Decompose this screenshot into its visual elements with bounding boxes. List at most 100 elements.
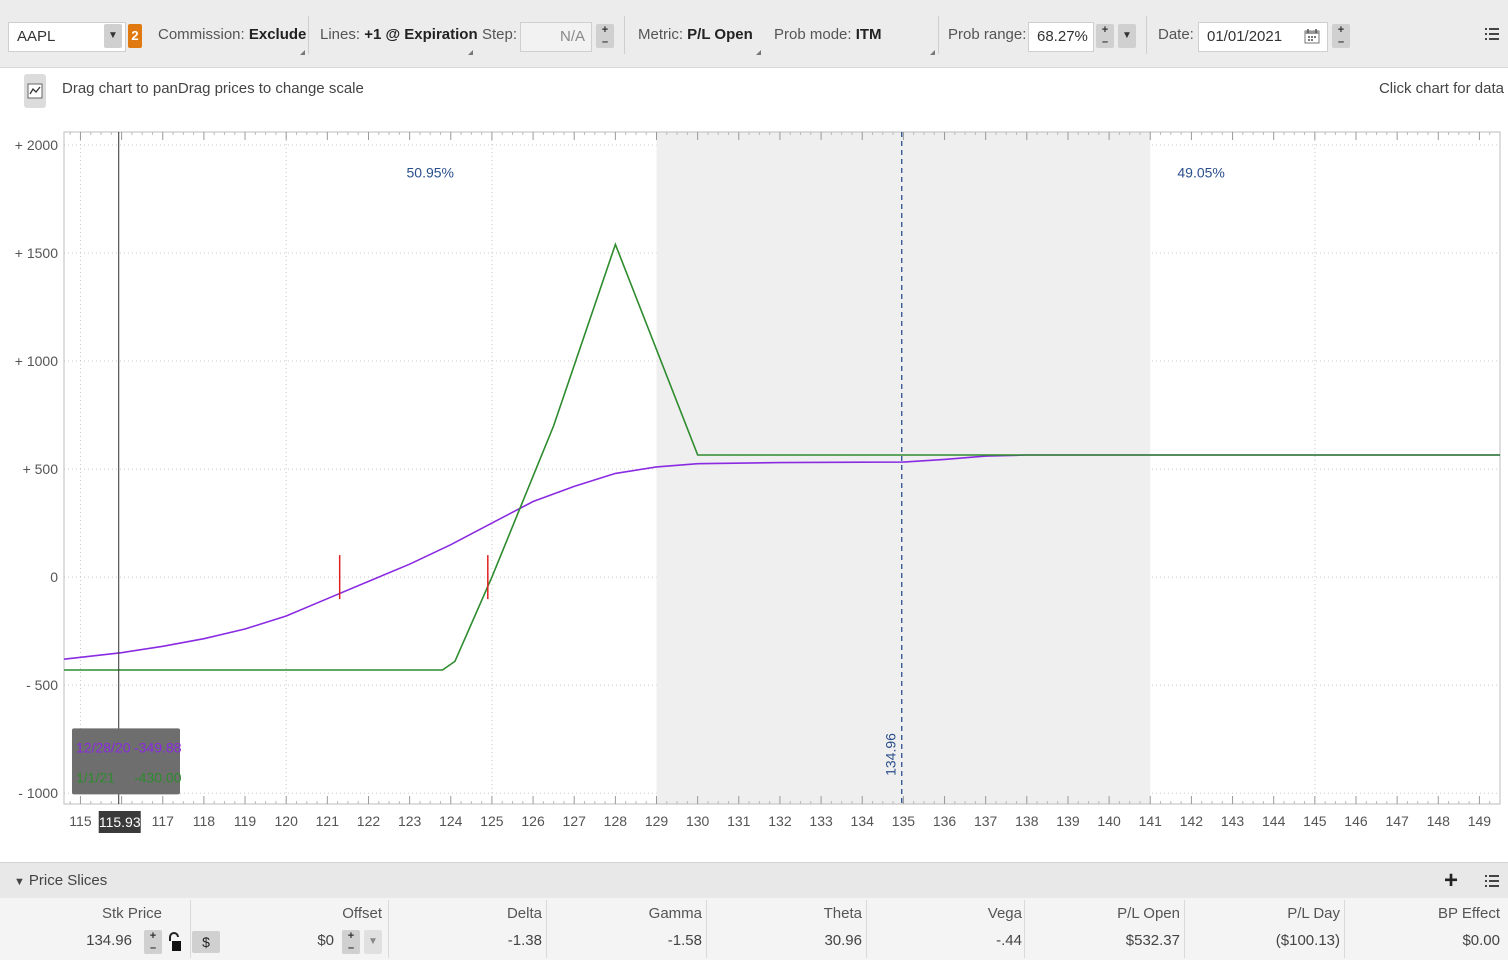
- calendar-icon[interactable]: [1304, 28, 1320, 44]
- plot-border: [63, 131, 1501, 805]
- prob-left-label: 50.95%: [407, 164, 454, 180]
- y-tick-label: - 1000: [18, 785, 58, 801]
- chart-markers: [118, 132, 903, 804]
- x-tick-label: 139: [1056, 813, 1080, 829]
- cursor-price-tag-label: 115.93: [99, 814, 141, 830]
- slices-menu-icon[interactable]: [1484, 873, 1500, 889]
- x-tick-label: 117: [152, 813, 175, 829]
- x-tick-label: 129: [645, 813, 669, 829]
- chart-labels: 134.96 115.93 12/28/20 -349.88 1/1/21 -430.00…: [72, 164, 1225, 833]
- prob-range-label: Prob range:: [948, 26, 1027, 43]
- chart-line-icon: [27, 83, 43, 99]
- x-tick-label: 149: [1468, 813, 1492, 829]
- x-tick-label: 125: [480, 813, 504, 829]
- prob-mode-selector[interactable]: Prob mode: ITM: [774, 26, 882, 43]
- cursor-readout-value: -349.88: [134, 739, 182, 755]
- x-tick-label: 123: [398, 813, 422, 829]
- symbol-value: AAPL: [17, 28, 56, 45]
- y-tick-label: - 500: [26, 677, 58, 693]
- y-tick-label: + 2000: [15, 137, 58, 153]
- date-spinner[interactable]: + –: [1332, 24, 1350, 48]
- cursor-readout-date: 12/28/20: [76, 739, 131, 755]
- pl-expiration-line: [64, 242, 1500, 671]
- x-tick-label: 147: [1385, 813, 1409, 829]
- toolbar-menu-icon[interactable]: [1484, 26, 1500, 42]
- y-tick-label: 0: [50, 569, 58, 585]
- y-tick-label: + 500: [23, 461, 59, 477]
- prob-range-spinner[interactable]: + –: [1096, 24, 1114, 48]
- y-tick-label: + 1000: [15, 353, 58, 369]
- slice-offset-value[interactable]: $0: [317, 932, 334, 949]
- col-header-pl-day: P/L Day: [1287, 905, 1340, 922]
- prob-range-dropdown-button[interactable]: ▼: [1118, 24, 1136, 48]
- chevron-down-icon: ▼: [14, 876, 25, 888]
- commission-menu-indicator: [300, 50, 305, 55]
- cursor-price-tag: [98, 811, 141, 833]
- prob-range-input[interactable]: 68.27%: [1028, 22, 1094, 52]
- col-header-offset: Offset: [342, 905, 382, 922]
- x-tick-label: 124: [439, 813, 463, 829]
- step-input: N/A: [520, 22, 592, 52]
- x-tick-label: 145: [1303, 813, 1327, 829]
- slice-bp-effect-value: $0.00: [1462, 932, 1500, 949]
- chart-hint-left: Drag chart to panDrag prices to change s…: [62, 80, 364, 97]
- x-tick-label: 131: [727, 813, 751, 829]
- x-tick-label: 122: [357, 813, 381, 829]
- x-tick-label: 136: [933, 813, 957, 829]
- col-header-delta: Delta: [506, 905, 542, 922]
- add-slice-button[interactable]: +: [1444, 867, 1459, 894]
- currency-mode-button[interactable]: $: [192, 931, 220, 953]
- prob-band-rect: [656, 132, 1151, 804]
- x-tick-label: 121: [316, 813, 340, 829]
- x-tick-label: 142: [1180, 813, 1204, 829]
- stk-price-spinner[interactable]: + –: [144, 930, 162, 954]
- x-tick-label: 135: [892, 813, 916, 829]
- chart-mode-button[interactable]: [24, 74, 46, 108]
- slice-stk-price-value[interactable]: 134.96: [86, 932, 132, 949]
- metric-selector[interactable]: Metric: P/L Open: [638, 26, 753, 43]
- col-header-stk-price: Stk Price: [101, 905, 162, 922]
- symbol-group-badge[interactable]: 2: [128, 24, 142, 48]
- x-tick-label: 143: [1221, 813, 1245, 829]
- y-tick-label: + 1500: [15, 245, 58, 261]
- x-tick-label: 128: [604, 813, 628, 829]
- lock-icon[interactable]: [166, 931, 182, 953]
- commission-selector[interactable]: Commission: Exclude: [158, 26, 307, 43]
- chart-series: [63, 242, 1500, 671]
- slice-pl-open-value: $532.37: [1125, 932, 1180, 949]
- chart-hint-right[interactable]: Click chart for data: [1378, 80, 1504, 97]
- x-tick-label: 140: [1097, 813, 1121, 829]
- col-header-theta: Theta: [823, 905, 862, 922]
- prob-right-label: 49.05%: [1177, 164, 1224, 180]
- cursor-readout-value: -430.00: [134, 769, 182, 785]
- x-tick-label: 119: [234, 813, 257, 829]
- x-tick-label: 115: [69, 813, 92, 829]
- x-tick-label: 137: [974, 813, 998, 829]
- pl-day-line: [63, 454, 1500, 660]
- offset-dropdown-button[interactable]: ▼: [364, 930, 382, 954]
- price-slices-header[interactable]: ▼ Price Slices +: [0, 862, 1508, 898]
- date-label: Date:: [1158, 26, 1194, 43]
- lines-selector[interactable]: Lines: +1 @ Expiration: [320, 26, 478, 43]
- probability-band: [656, 132, 1151, 804]
- chart-axes: + 2000 + 1500 + 1000 + 500 0 - 500 - 1000 115 11…: [15, 131, 1501, 829]
- toolbar: AAPL ▼ 2 Commission: Exclude Lines: +1 @…: [0, 0, 1508, 68]
- price-slices-title[interactable]: ▼ Price Slices: [14, 872, 108, 889]
- slice-theta-value: 30.96: [824, 932, 862, 949]
- x-tick-label: 118: [193, 813, 216, 829]
- risk-profile-chart[interactable]: + 2000 + 1500 + 1000 + 500 0 - 500 - 1000 115 11…: [0, 126, 1508, 856]
- col-header-bp-effect: BP Effect: [1438, 905, 1500, 922]
- cursor-readout-date: 1/1/21: [76, 769, 115, 785]
- x-tick-label: 146: [1344, 813, 1368, 829]
- step-label: Step:: [482, 26, 518, 43]
- x-tick-label: 130: [686, 813, 710, 829]
- prob-mode-menu-indicator: [930, 50, 935, 55]
- symbol-dropdown-button[interactable]: ▼: [104, 24, 122, 48]
- x-tick-label: 133: [809, 813, 833, 829]
- x-tick-label: 148: [1427, 813, 1451, 829]
- col-header-vega: Vega: [987, 905, 1022, 922]
- x-tick-label: 141: [1139, 813, 1163, 829]
- x-tick-label: 134: [851, 813, 875, 829]
- x-tick-label: 127: [563, 813, 587, 829]
- offset-spinner[interactable]: + –: [342, 930, 360, 954]
